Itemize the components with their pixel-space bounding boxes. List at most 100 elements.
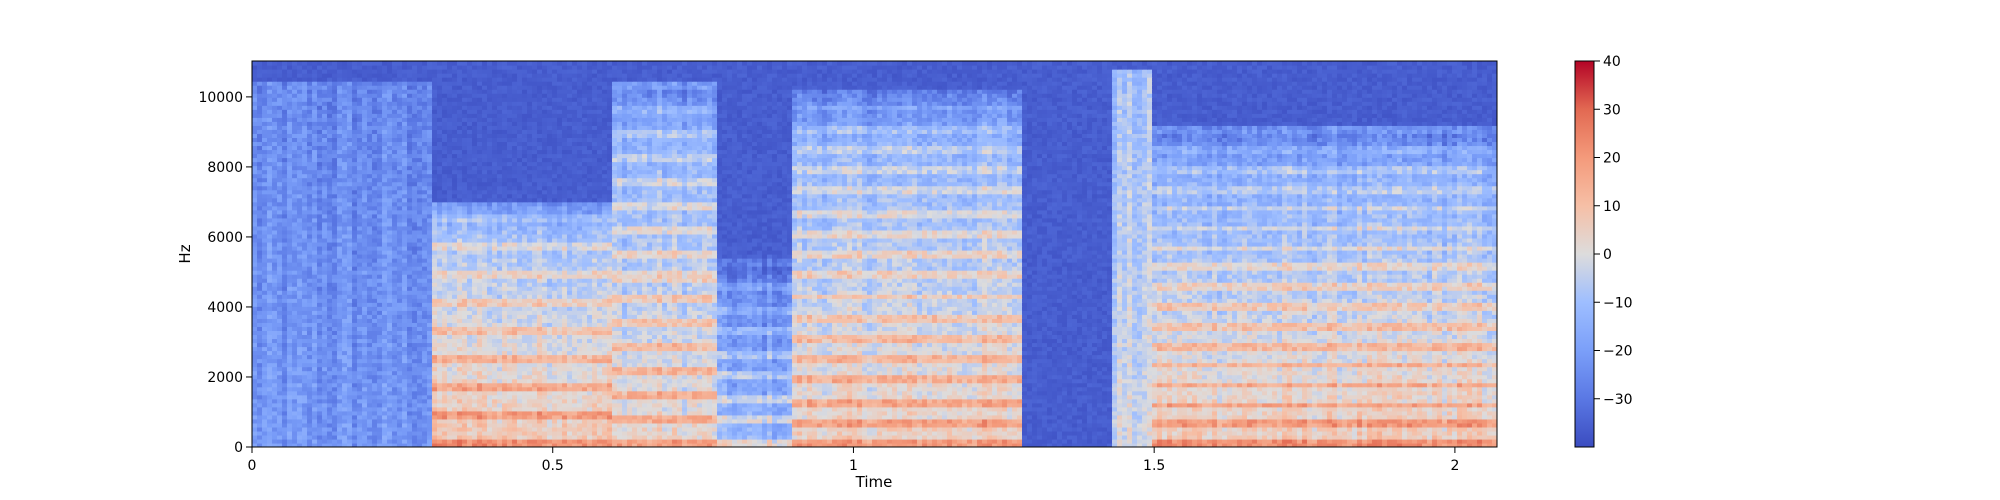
heatmap-cell [437,395,443,400]
heatmap-cell [1272,387,1278,392]
heatmap-cell [547,423,553,428]
heatmap-cell [357,407,363,412]
heatmap-cell [477,415,483,420]
heatmap-cell [817,375,823,380]
heatmap-cell [787,387,793,392]
heatmap-cell [387,411,393,416]
heatmap-cell [1027,375,1033,380]
heatmap-cell [592,383,598,388]
heatmap-cell [787,411,793,416]
heatmap-cell [1107,415,1113,420]
heatmap-cell [822,419,828,424]
heatmap-cell [857,399,863,404]
heatmap-cell [1447,415,1453,420]
heatmap-cell [1372,371,1378,376]
heatmap-cell [282,431,288,436]
heatmap-cell [872,367,878,372]
heatmap-cell [1437,431,1443,436]
heatmap-cell [842,375,848,380]
heatmap-cell [1117,395,1123,400]
heatmap-cell [1387,423,1393,428]
heatmap-cell [1157,367,1163,372]
heatmap-cell [1022,383,1028,388]
heatmap-cell [687,387,693,392]
heatmap-cell [582,435,588,440]
heatmap-cell [287,399,293,404]
heatmap-cell [1337,371,1343,376]
heatmap-cell [652,383,658,388]
heatmap-cell [1052,367,1058,372]
heatmap-cell [687,371,693,376]
heatmap-cell [1292,395,1298,400]
heatmap-cell [467,415,473,420]
heatmap-cell [842,391,848,396]
heatmap-cell [337,395,343,400]
heatmap-cell [622,403,628,408]
heatmap-cell [1422,423,1428,428]
heatmap-cell [1267,431,1273,436]
heatmap-cell [967,375,973,380]
heatmap-cell [977,427,983,432]
heatmap-cell [327,387,333,392]
heatmap-cell [932,423,938,428]
heatmap-cell [1257,387,1263,392]
heatmap-cell [667,439,673,444]
heatmap-cell [1167,379,1173,384]
heatmap-cell [432,415,438,420]
heatmap-cell [1072,391,1078,396]
heatmap-cell [1172,391,1178,396]
heatmap-cell [1382,367,1388,372]
heatmap-cell [1392,423,1398,428]
heatmap-cell [1277,407,1283,412]
heatmap-cell [667,367,673,372]
heatmap-cell [627,391,633,396]
heatmap-cell [1017,403,1023,408]
heatmap-cell [1402,435,1408,440]
heatmap-cell [727,395,733,400]
heatmap-cell [1002,427,1008,432]
heatmap-cell [587,379,593,384]
heatmap-cell [1432,379,1438,384]
heatmap-cell [957,367,963,372]
heatmap-cell [617,423,623,428]
heatmap-cell [1047,411,1053,416]
heatmap-cell [537,423,543,428]
heatmap-cell [1172,371,1178,376]
heatmap-cell [607,379,613,384]
heatmap-cell [807,415,813,420]
heatmap-cell [1002,439,1008,444]
heatmap-cell [1227,407,1233,412]
heatmap-cell [657,391,663,396]
heatmap-cell [1072,431,1078,436]
heatmap-cell [452,367,458,372]
heatmap-cell [757,407,763,412]
heatmap-cell [1282,379,1288,384]
heatmap-cell [977,407,983,412]
heatmap-cell [497,387,503,392]
heatmap-cell [992,411,998,416]
heatmap-cell [727,379,733,384]
heatmap-cell [327,399,333,404]
heatmap-cell [1477,427,1483,432]
heatmap-cell [302,427,308,432]
heatmap-cell [267,403,273,408]
heatmap-cell [1412,395,1418,400]
heatmap-cell [597,403,603,408]
heatmap-cell [747,411,753,416]
heatmap-cell [922,399,928,404]
heatmap-cell [397,391,403,396]
heatmap-cell [617,379,623,384]
heatmap-cell [1292,407,1298,412]
heatmap-cell [1447,395,1453,400]
heatmap-cell [1192,427,1198,432]
heatmap-cell [362,439,368,444]
heatmap-cell [952,435,958,440]
heatmap-cell [902,407,908,412]
heatmap-cell [1272,439,1278,444]
heatmap-cell [887,399,893,404]
heatmap-cell [1472,439,1478,444]
heatmap-cell [1067,399,1073,404]
heatmap-cell [402,367,408,372]
heatmap-cell [532,395,538,400]
heatmap-cell [757,367,763,372]
